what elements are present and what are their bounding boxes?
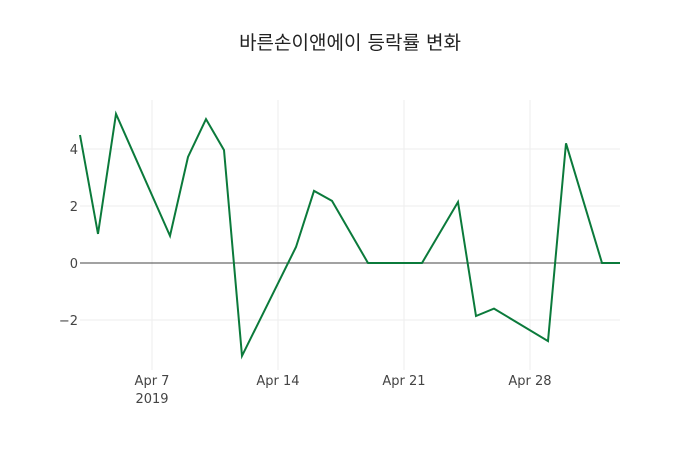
x-tick-label: Apr 7 — [135, 374, 170, 389]
x-axis: Apr 7 2019 Apr 14 Apr 21 Apr 28 — [135, 374, 552, 407]
grid — [80, 100, 620, 370]
x-tick-year: 2019 — [135, 392, 168, 407]
y-tick-label: 2 — [70, 200, 78, 215]
data-line — [79, 110, 620, 360]
y-axis: −2 0 2 4 — [59, 143, 78, 329]
y-tick-label: −2 — [59, 314, 78, 329]
y-tick-label: 0 — [70, 257, 78, 272]
x-tick-label: Apr 28 — [508, 374, 551, 389]
x-tick-label: Apr 14 — [256, 374, 299, 389]
y-tick-label: 4 — [70, 143, 78, 158]
chart-title: 바른손이앤에이 등락률 변화 — [239, 32, 461, 54]
x-tick-label: Apr 21 — [382, 374, 425, 389]
